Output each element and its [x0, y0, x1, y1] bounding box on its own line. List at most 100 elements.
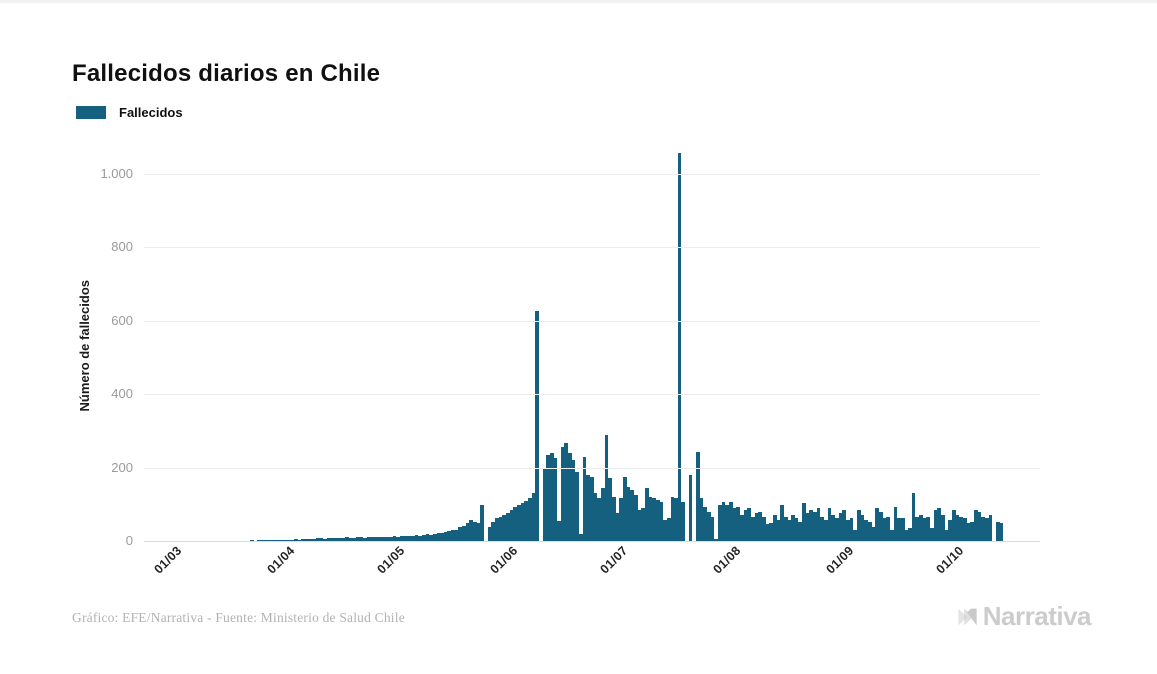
bar [959, 517, 963, 541]
bar [714, 539, 719, 541]
bar [849, 517, 854, 541]
bar [290, 539, 294, 541]
bar [776, 520, 781, 541]
legend-swatch-fallecidos [76, 106, 106, 119]
bar [937, 507, 942, 541]
bar [392, 536, 397, 541]
bar [955, 514, 960, 541]
x-tick-label-01-04: 01/04 [264, 543, 298, 577]
bar [897, 517, 901, 541]
bar [805, 513, 810, 541]
x-tick-label-01-06: 01/06 [487, 543, 521, 577]
bar [542, 467, 547, 541]
bar [831, 514, 836, 541]
narrativa-logo-text: Narrativa [982, 601, 1092, 631]
bar [410, 535, 415, 541]
bar [286, 539, 291, 541]
bar [919, 514, 923, 541]
bar [882, 517, 887, 541]
bar [425, 534, 430, 541]
bar [718, 505, 722, 541]
bar [798, 521, 803, 541]
bar [871, 527, 876, 541]
plot-area: 0 200 400 600 800 1.000 [100, 150, 1040, 548]
bar [743, 509, 748, 541]
bar [729, 502, 733, 541]
bar [926, 517, 931, 541]
bar [535, 310, 539, 541]
x-tick-label-01-05: 01/05 [374, 543, 408, 577]
gridline-400 [144, 394, 1040, 396]
bar [930, 528, 934, 541]
bar [856, 509, 861, 541]
bar [356, 537, 360, 541]
bar [688, 474, 693, 541]
bar [557, 520, 561, 541]
bar [560, 447, 565, 541]
bar [765, 524, 770, 541]
bar [443, 531, 448, 541]
bar [948, 520, 953, 541]
bar [319, 538, 324, 541]
bar [531, 492, 536, 541]
bar [666, 517, 671, 541]
bar [374, 536, 378, 541]
bar [418, 535, 422, 541]
bar [564, 443, 569, 541]
bar [867, 521, 872, 541]
bar [597, 498, 602, 541]
bar [747, 507, 751, 541]
bar [487, 527, 492, 541]
bar [981, 517, 985, 541]
bar [952, 509, 956, 541]
bar [846, 520, 850, 541]
narrativa-logo: Narrativa [957, 601, 1092, 632]
bar [473, 521, 477, 541]
y-tick-label-0: 0 [125, 533, 133, 548]
x-tick-label-01-10: 01/10 [933, 543, 967, 577]
bar [480, 505, 485, 541]
bar [341, 537, 346, 541]
bar [505, 513, 510, 541]
bar [399, 535, 404, 541]
screenshot-edge-artifact [0, 0, 1157, 3]
bar [604, 434, 609, 541]
bar [612, 496, 616, 541]
bar [436, 533, 441, 541]
bar [352, 538, 357, 541]
bar [301, 539, 305, 541]
bar [250, 540, 254, 541]
bar [579, 533, 583, 541]
bar [725, 505, 729, 541]
x-tick-label-01-07: 01/07 [597, 543, 631, 577]
bar [495, 517, 499, 541]
y-tick-label-400: 400 [111, 386, 133, 402]
bar [465, 523, 470, 541]
bar [414, 535, 419, 541]
bar [977, 512, 982, 541]
bar [308, 539, 313, 541]
bar [337, 538, 342, 541]
bar [809, 509, 814, 541]
bar [498, 517, 503, 541]
gridline-200 [144, 467, 1040, 469]
chart-title: Fallecidos diarios en Chile [72, 60, 381, 88]
bar [421, 534, 426, 541]
bar [769, 523, 773, 541]
bar [407, 535, 411, 541]
bar [608, 477, 612, 541]
bar [966, 523, 971, 541]
x-axis-labels: 01/03 01/04 01/05 01/06 01/07 01/08 01/09 01/10 [144, 541, 1040, 601]
bar [271, 540, 276, 541]
bar [696, 451, 700, 541]
bar [458, 527, 463, 541]
bar [838, 513, 843, 541]
bar [922, 517, 927, 541]
bar [941, 514, 945, 541]
bar [275, 539, 280, 541]
bar [802, 502, 806, 541]
bar [663, 520, 667, 541]
bar [648, 496, 653, 541]
bar [681, 502, 686, 541]
bar [264, 540, 269, 541]
